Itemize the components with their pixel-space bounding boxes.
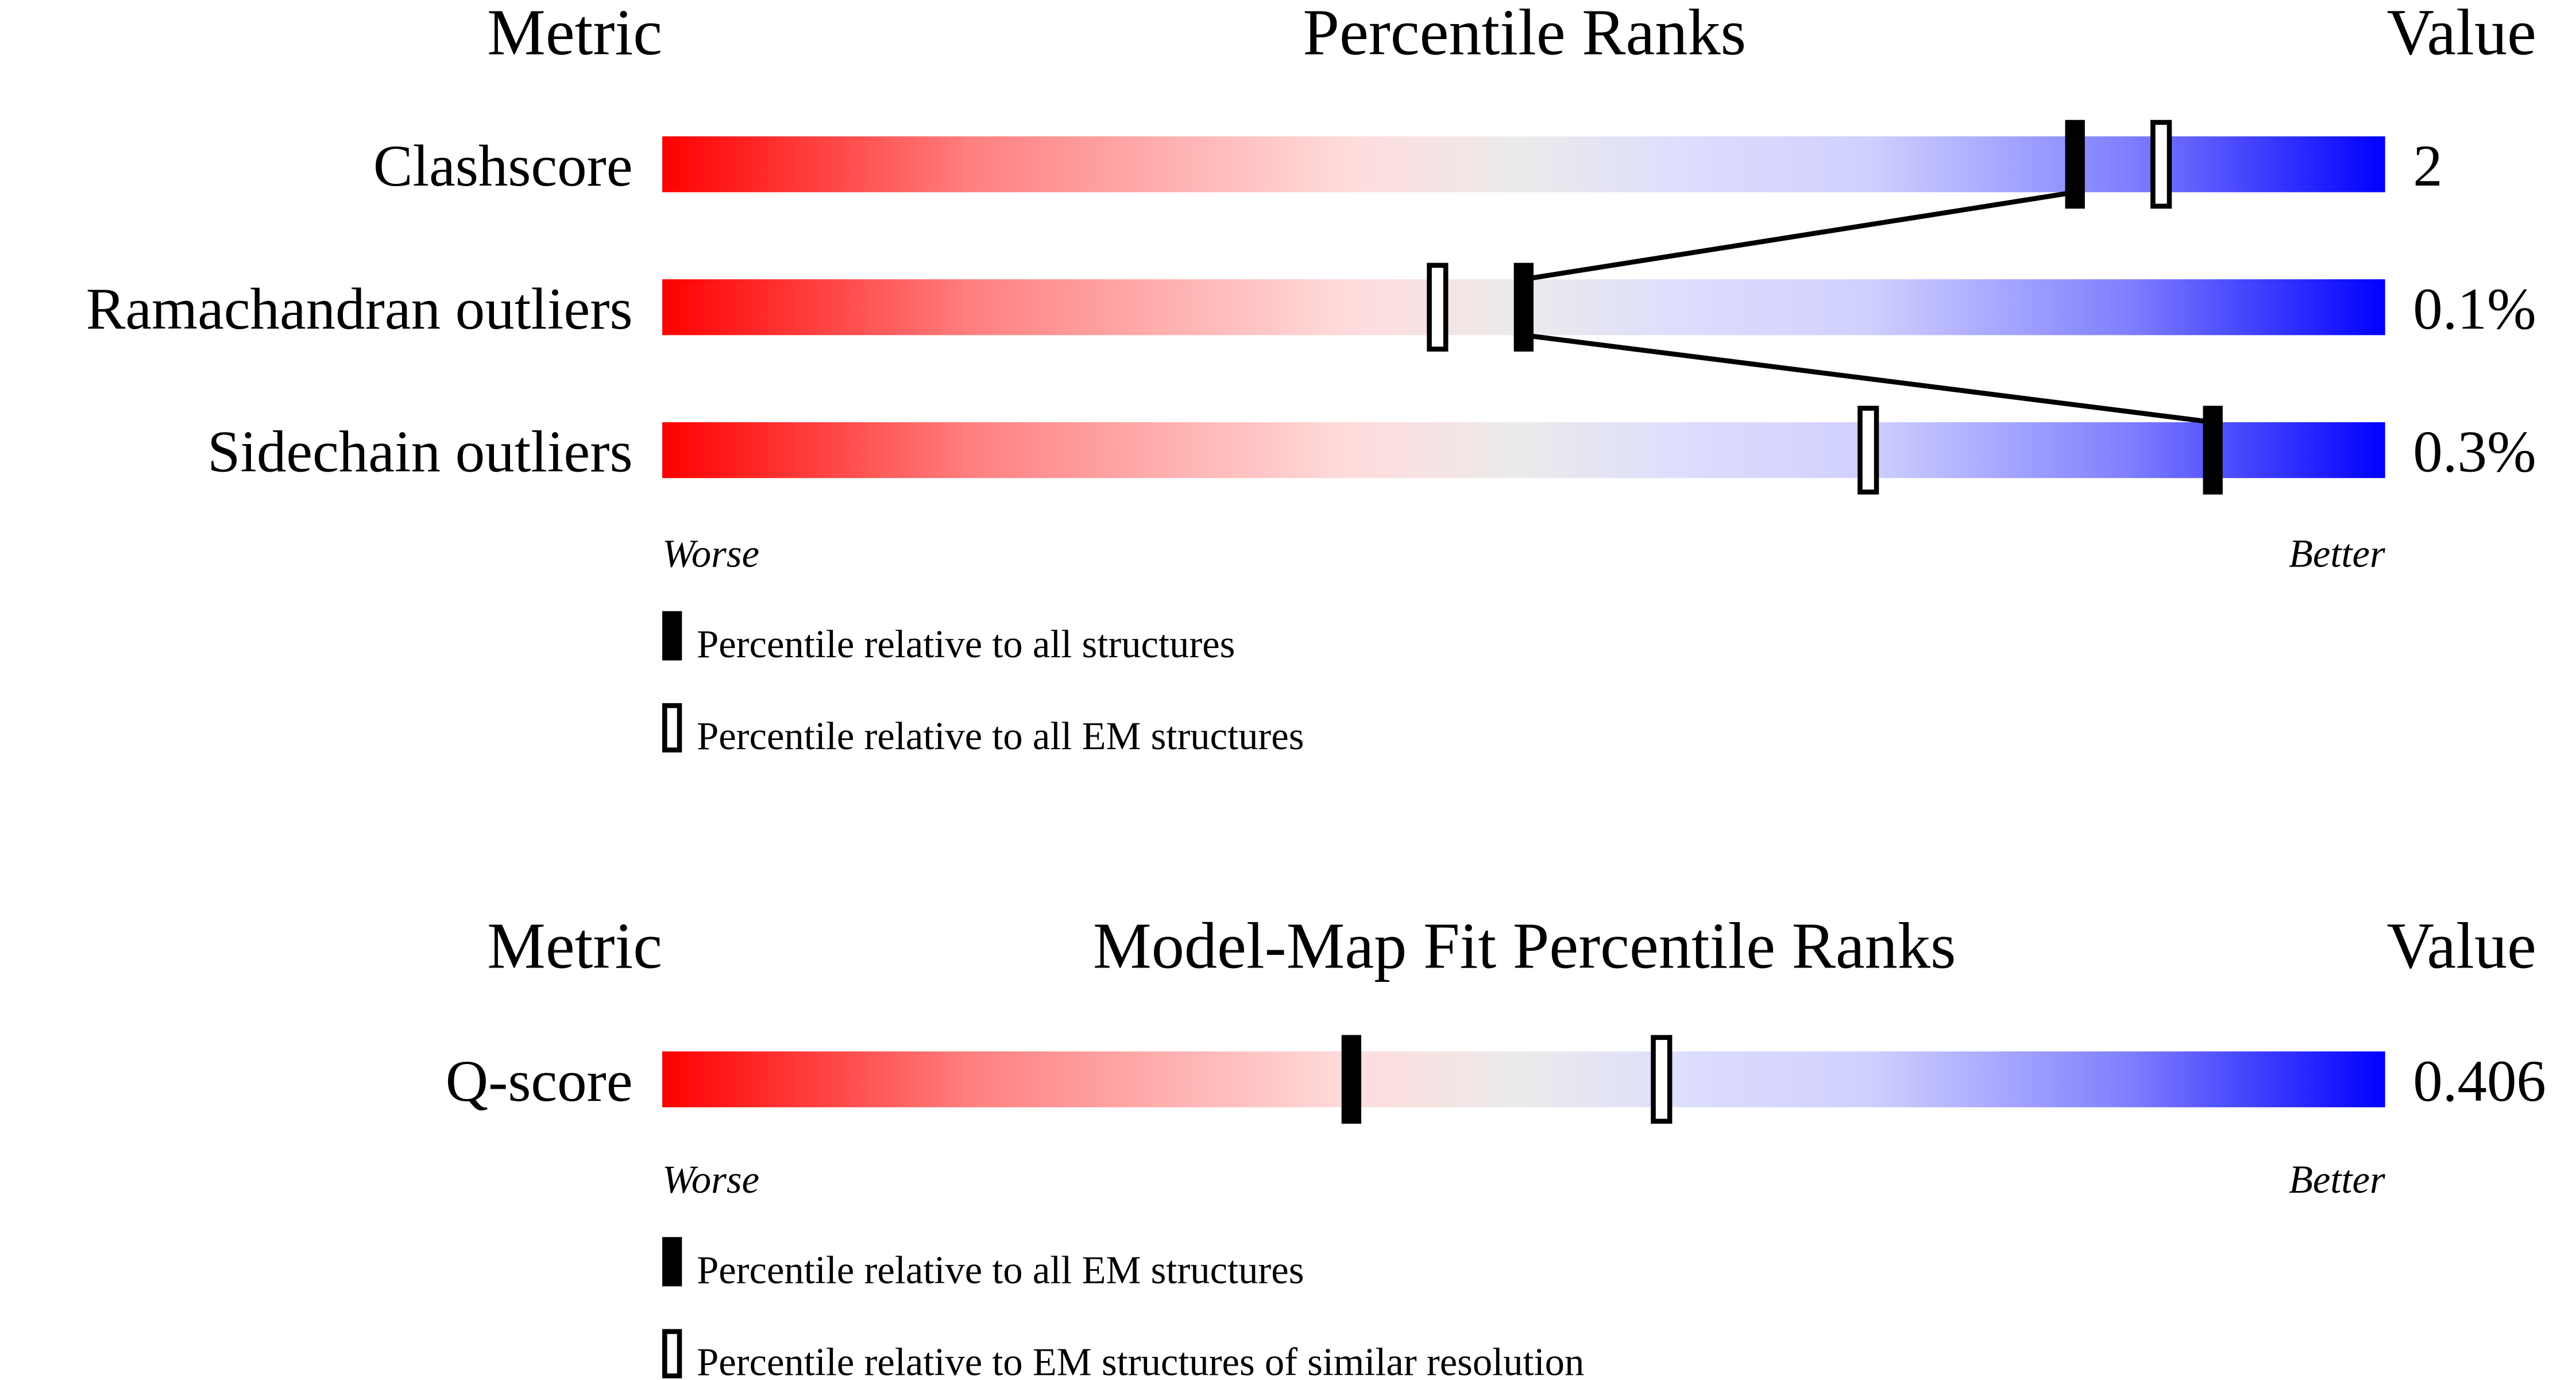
value-header: Value (2387, 0, 2536, 68)
worse-label: Worse (662, 532, 759, 576)
value-header: Value (2387, 909, 2536, 982)
metric-value: 0.1% (2413, 276, 2536, 342)
legend-label-open: Percentile relative to EM structures of … (697, 1340, 1584, 1380)
percentile-bar (662, 422, 2385, 479)
open-marker (2150, 120, 2172, 209)
percentile-bar (662, 1051, 2385, 1108)
metric-label: Ramachandran outliers (86, 276, 633, 342)
connector-line (1523, 190, 2076, 282)
filled-marker (2065, 120, 2085, 209)
open-marker (1427, 263, 1449, 352)
filled-marker (1341, 1035, 1362, 1124)
chart-title: Model-Map Fit Percentile Ranks (1093, 909, 1956, 982)
fit-section: Metric Model-Map Fit Percentile Ranks Va… (446, 909, 2546, 1380)
metric-value: 2 (2413, 133, 2442, 199)
legend-label-open: Percentile relative to all EM structures (697, 714, 1304, 758)
metric-label: Sidechain outliers (207, 419, 632, 485)
filled-marker (1513, 263, 1534, 352)
legend-filled-marker (662, 611, 682, 661)
geometry-section: Metric Percentile Ranks Value Worse Bett… (86, 0, 2536, 758)
legend-filled-marker (662, 1237, 682, 1287)
metric-value: 0.3% (2413, 419, 2536, 485)
metric-header: Metric (487, 909, 662, 982)
metric-value: 0.406 (2413, 1049, 2546, 1114)
legend-open-marker (662, 1329, 682, 1379)
metric-label: Clashscore (373, 133, 633, 199)
legend-label-filled: Percentile relative to all structures (697, 622, 1235, 666)
open-marker (1651, 1035, 1673, 1124)
percentile-bar (662, 136, 2385, 192)
filled-marker (2203, 406, 2223, 495)
legend-open-marker (662, 703, 682, 753)
better-label: Better (2289, 1158, 2385, 1201)
better-label: Better (2289, 532, 2385, 576)
legend-label-filled: Percentile relative to all EM structures (697, 1248, 1304, 1292)
metric-header: Metric (487, 0, 662, 68)
chart-title: Percentile Ranks (1303, 0, 1746, 68)
open-marker (1857, 406, 1879, 495)
worse-label: Worse (662, 1158, 759, 1201)
connector-line (1523, 333, 2214, 425)
metric-label: Q-score (446, 1049, 633, 1114)
